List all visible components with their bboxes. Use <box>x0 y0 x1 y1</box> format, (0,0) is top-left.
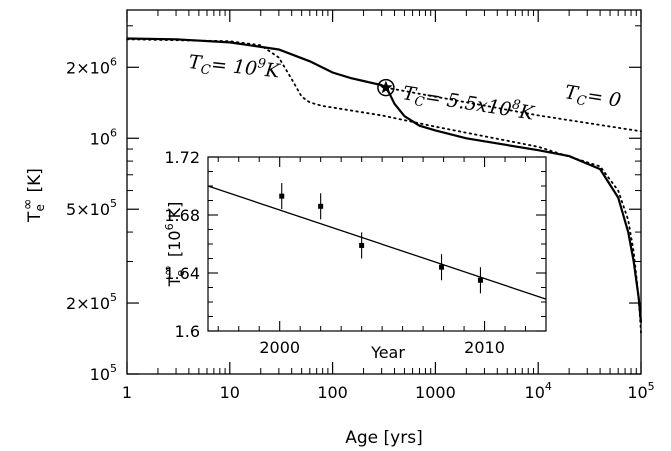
inset-x-axis-label: Year <box>370 343 405 362</box>
main-x-axis-label: Age [yrs] <box>345 428 422 448</box>
main-y-tick-label: 106 <box>90 126 117 148</box>
main-y-label-unit: [K] <box>25 168 45 192</box>
inset-plot-frame <box>207 156 547 332</box>
inset-y-axis-label: Te∞[106 K] <box>161 202 187 288</box>
inset-points-group <box>279 183 483 294</box>
main-plot-frame <box>126 9 642 375</box>
main-x-tick-label: 104 <box>525 380 552 402</box>
main-y-tick-label: 2×105 <box>66 291 117 313</box>
annotation-tc-0: TC= 0 <box>563 81 623 115</box>
main-x-axis-ticks: 1 10 100 1000 104 105 <box>122 10 655 402</box>
main-y-axis-label: Te∞ [K] <box>20 168 47 223</box>
main-series-dotted-1 <box>126 38 642 334</box>
main-y-label-sup: ∞ <box>20 198 36 210</box>
inset-data-point <box>439 264 445 270</box>
inset-x-axis-ticks: 2000 2010 <box>217 157 547 357</box>
inset-y-tick-label: 1.6 <box>175 322 200 341</box>
inset-y-tick-label: 1.72 <box>164 148 200 167</box>
inset-data-point <box>477 277 483 283</box>
main-y-label-sub: e <box>33 204 47 211</box>
svg-text:Te∞[106 K]: Te∞[106 K] <box>161 202 187 288</box>
inset-plot: 2000 2010 1.6 1.64 1.68 1.72 Year Te∞[106 K] <box>161 148 547 362</box>
inset-x-tick-label: 2000 <box>259 338 300 357</box>
main-y-axis-ticks: 105 2×105 5×105 106 2×106 <box>66 25 641 384</box>
main-y-tick-label: 105 <box>90 362 117 384</box>
main-x-tick-label: 1 <box>122 383 132 402</box>
main-x-tick-label: 100 <box>317 383 348 402</box>
main-series-group <box>126 37 643 334</box>
inset-y-tick-label: 1.68 <box>164 206 200 225</box>
svg-text:Te∞[K]: Te∞ [K] <box>20 168 47 223</box>
inset-data-point <box>359 242 365 248</box>
inset-y-axis-ticks: 1.6 1.64 1.68 1.72 <box>164 148 546 341</box>
inset-x-tick-label: 2010 <box>464 338 505 357</box>
main-y-label-base: T <box>25 211 45 223</box>
inset-data-point <box>318 203 324 209</box>
main-y-tick-label: 5×105 <box>66 197 117 219</box>
star-marker <box>379 80 393 94</box>
main-x-tick-label: 1000 <box>415 383 456 402</box>
main-marker-group <box>377 78 395 97</box>
inset-fit-line-group <box>207 185 547 300</box>
star-marker-ring <box>377 78 395 97</box>
main-x-tick-label: 10 <box>220 383 240 402</box>
annotation-tc-1e9: TC= 109K <box>187 49 282 86</box>
main-series-solid-0 <box>126 37 643 323</box>
main-x-tick-label: 105 <box>627 380 654 402</box>
inset-data-point <box>279 193 285 199</box>
inset-y-tick-label: 1.64 <box>164 264 200 283</box>
main-y-tick-label: 2×106 <box>66 55 117 77</box>
inset-fit-line <box>207 185 547 300</box>
